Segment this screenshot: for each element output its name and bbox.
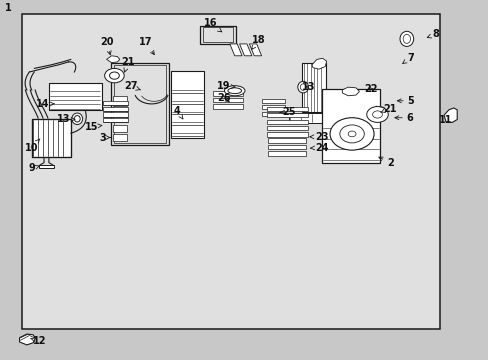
Ellipse shape <box>72 113 82 125</box>
Ellipse shape <box>399 31 413 46</box>
Text: 20: 20 <box>100 37 113 55</box>
Text: 3: 3 <box>99 132 110 143</box>
Ellipse shape <box>402 35 410 44</box>
Bar <box>266 107 307 111</box>
Text: 2: 2 <box>378 157 393 168</box>
Ellipse shape <box>297 81 308 93</box>
Text: 4: 4 <box>173 106 183 119</box>
Polygon shape <box>311 58 326 69</box>
Bar <box>212 91 243 96</box>
Bar <box>114 65 166 143</box>
Polygon shape <box>20 334 35 345</box>
Text: 25: 25 <box>279 107 296 117</box>
Polygon shape <box>229 44 242 56</box>
Bar <box>111 63 169 145</box>
Text: 13: 13 <box>302 82 315 92</box>
Bar <box>212 98 243 102</box>
Text: 9: 9 <box>28 163 40 174</box>
Polygon shape <box>342 87 359 96</box>
Bar <box>39 165 54 168</box>
Circle shape <box>372 111 382 118</box>
Text: 19: 19 <box>217 81 235 91</box>
Text: 10: 10 <box>25 139 40 153</box>
Text: 6: 6 <box>394 113 412 123</box>
Circle shape <box>366 107 387 122</box>
Polygon shape <box>239 44 251 56</box>
Text: 5: 5 <box>397 96 413 106</box>
Circle shape <box>329 118 373 150</box>
Polygon shape <box>249 44 261 56</box>
Text: 21: 21 <box>380 104 396 114</box>
Bar <box>113 115 127 122</box>
Bar <box>266 132 307 137</box>
Text: 18: 18 <box>251 35 265 49</box>
Bar <box>267 145 305 149</box>
Bar <box>102 101 128 105</box>
Bar <box>321 89 380 163</box>
Bar <box>32 119 71 157</box>
Bar <box>102 118 128 122</box>
Bar <box>203 27 232 42</box>
Text: 17: 17 <box>139 37 154 55</box>
Bar <box>102 112 128 117</box>
Bar <box>113 134 127 141</box>
Bar <box>22 14 439 329</box>
Text: 26: 26 <box>217 93 230 103</box>
Bar <box>267 151 305 156</box>
Bar <box>113 96 127 104</box>
Bar <box>212 104 243 109</box>
Circle shape <box>339 125 364 143</box>
Bar <box>49 83 102 110</box>
Bar <box>261 105 285 109</box>
Bar <box>200 26 235 44</box>
Bar <box>288 113 337 123</box>
Text: 7: 7 <box>402 53 413 63</box>
Text: 22: 22 <box>363 84 377 94</box>
Text: 23: 23 <box>309 132 328 142</box>
Bar <box>266 113 307 117</box>
Bar <box>267 138 305 143</box>
Bar <box>266 126 307 130</box>
Text: 21: 21 <box>121 57 135 72</box>
Text: 13: 13 <box>57 114 75 124</box>
Circle shape <box>109 72 119 79</box>
Bar <box>113 125 127 132</box>
Ellipse shape <box>227 88 241 94</box>
Text: 14: 14 <box>36 99 54 109</box>
Bar <box>102 107 128 111</box>
Bar <box>113 106 127 113</box>
Ellipse shape <box>300 84 305 90</box>
Ellipse shape <box>74 116 80 122</box>
Text: 12: 12 <box>30 336 47 346</box>
Text: 11: 11 <box>438 114 452 125</box>
Bar <box>261 99 285 103</box>
Text: 1: 1 <box>5 3 12 13</box>
Bar <box>171 71 204 138</box>
Bar <box>302 63 325 112</box>
Text: 16: 16 <box>203 18 221 32</box>
Polygon shape <box>107 69 122 78</box>
Text: 27: 27 <box>124 81 141 91</box>
Bar <box>266 120 307 124</box>
Circle shape <box>347 131 355 137</box>
Circle shape <box>104 68 124 83</box>
Polygon shape <box>106 56 120 63</box>
Text: 24: 24 <box>310 143 328 153</box>
Ellipse shape <box>224 86 244 96</box>
Polygon shape <box>371 106 386 116</box>
Polygon shape <box>443 108 456 122</box>
Bar <box>261 112 285 116</box>
Text: 15: 15 <box>85 122 102 132</box>
Text: 8: 8 <box>427 29 439 39</box>
